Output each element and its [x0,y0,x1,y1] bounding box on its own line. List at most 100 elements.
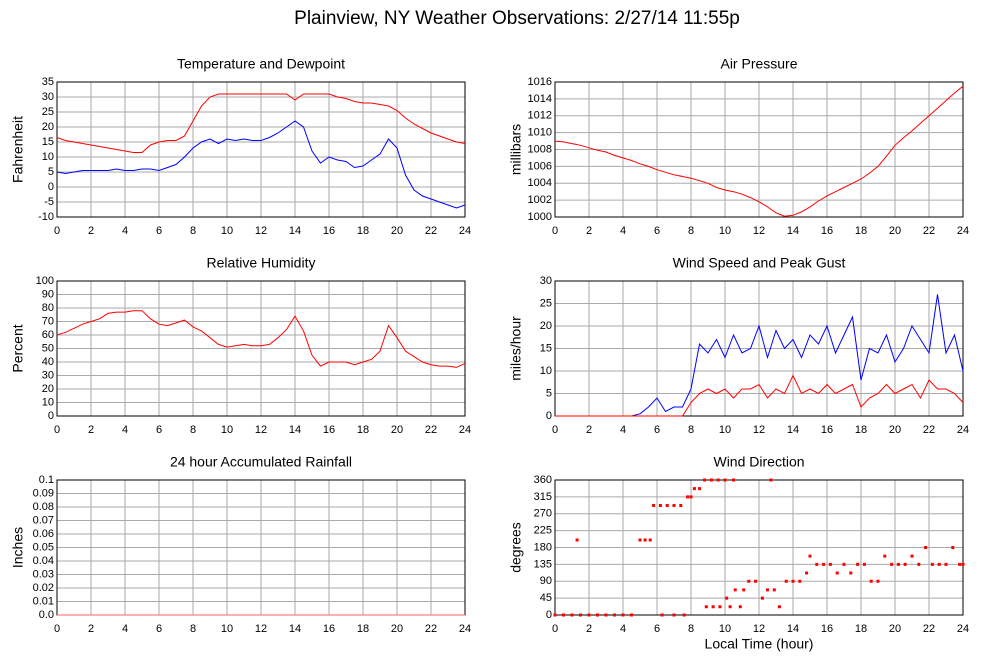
point [856,562,860,566]
plot-frame [56,81,466,218]
point [672,613,676,617]
point [896,562,900,566]
point [703,478,707,482]
point [777,605,781,609]
y-tick-label: 1002 [528,194,552,206]
point [742,588,746,592]
point [553,613,557,617]
point [704,605,708,609]
x-tick-label: 24 [459,225,471,237]
x-tick-label: 4 [620,424,626,436]
x-axis-label: Local Time (hour) [705,636,814,652]
point [772,588,776,592]
point [769,478,773,482]
y-tick-label: 80 [42,302,54,314]
x-tick-label: 12 [753,424,765,436]
x-tick-label: 24 [459,623,471,635]
point [890,562,894,566]
point [910,554,914,558]
x-tick-label: 14 [289,623,301,635]
x-tick-label: 16 [821,225,833,237]
y-tick-label: 5 [546,387,552,399]
x-tick-label: 4 [122,225,128,237]
x-tick-label: 16 [323,424,335,436]
x-tick-label: 4 [122,424,128,436]
y-tick-label: 1012 [528,110,552,122]
point [835,571,839,575]
y-tick-label: 0.02 [33,582,54,594]
y-axis-label: Inches [10,527,26,568]
y-tick-label: 0.04 [33,555,54,567]
point [604,613,608,617]
point [784,579,788,583]
point [621,613,625,617]
x-tick-label: 14 [289,424,301,436]
point [815,562,819,566]
panel-title: Temperature and Dewpoint [177,56,345,72]
x-tick-label: 4 [620,225,626,237]
x-tick-label: 14 [787,424,799,436]
point [723,478,727,482]
x-tick-label: 2 [586,424,592,436]
point [716,478,720,482]
panel-title: 24 hour Accumulated Rainfall [170,454,352,470]
y-tick-label: 0 [546,609,552,621]
point [958,562,962,566]
point [613,613,616,617]
x-tick-label: 10 [221,225,233,237]
x-tick-label: 2 [88,623,94,635]
x-tick-label: 2 [586,225,592,237]
x-tick-label: 2 [586,623,592,635]
point [698,487,701,491]
plot-frame [554,479,964,616]
point [747,579,751,583]
x-tick-label: 4 [620,623,626,635]
x-tick-label: 18 [357,225,369,237]
x-tick-label: 20 [889,424,901,436]
y-tick-label: 20 [540,320,552,332]
point [630,613,633,617]
y-tick-label: 90 [42,288,54,300]
point [951,546,955,549]
x-tick-label: 24 [957,424,969,436]
point [924,546,928,549]
point [587,613,591,617]
page-title: Plainview, NY Weather Observations: 2/27… [294,8,740,29]
point [709,478,713,482]
x-tick-label: 18 [855,623,867,635]
x-tick-label: 8 [688,225,694,237]
point [876,579,880,583]
x-tick-label: 8 [190,623,196,635]
y-axis-label: Percent [10,324,26,372]
y-tick-label: 30 [42,91,54,103]
x-tick-label: 24 [957,623,969,635]
x-tick-label: 18 [357,424,369,436]
x-tick-label: 18 [855,225,867,237]
point [849,571,853,575]
y-tick-label: -5 [44,196,54,208]
point [766,588,769,592]
x-tick-label: 22 [425,225,437,237]
y-tick-label: 0.03 [33,568,54,580]
x-tick-label: 4 [122,623,128,635]
panel-title: Wind Speed and Peak Gust [673,255,846,271]
y-tick-label: 25 [42,106,54,118]
x-tick-label: 6 [654,225,660,237]
x-tick-label: 0 [54,225,60,237]
y-tick-label: 270 [534,508,552,520]
x-tick-label: 8 [688,623,694,635]
y-tick-label: -10 [38,211,54,223]
point [672,504,676,507]
y-axis-label: Fahrenheit [10,116,26,183]
y-tick-label: 315 [534,491,552,503]
y-tick-label: 5 [48,166,54,178]
y-tick-label: 1004 [528,177,552,189]
point [570,613,574,617]
plot-frame [554,81,964,218]
y-tick-label: 90 [540,575,552,587]
point [883,554,887,558]
y-tick-label: 0 [48,410,54,422]
y-tick-label: 0.05 [33,541,54,553]
point [760,596,764,600]
